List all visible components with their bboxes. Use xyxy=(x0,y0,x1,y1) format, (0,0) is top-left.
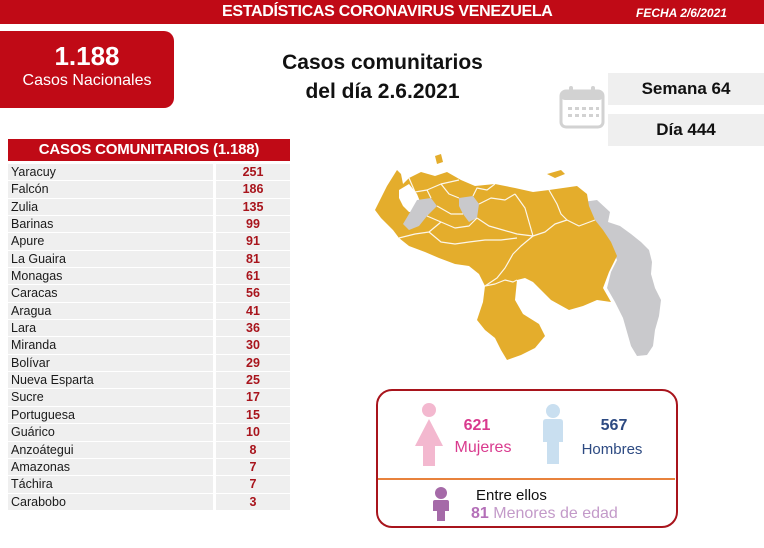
table-row: Nueva Esparta 25 xyxy=(8,372,290,390)
state-cases: 7 xyxy=(216,476,290,494)
state-cases: 81 xyxy=(216,250,290,269)
state-cases: 251 xyxy=(216,164,290,182)
day-counter: Día 444 xyxy=(608,114,764,146)
minors-label: Menores de edad xyxy=(493,505,618,522)
minors-count: 81 xyxy=(471,505,489,522)
table-row: Barinas 99 xyxy=(8,216,290,234)
child-icon xyxy=(433,487,449,521)
national-cases-card: 1.188 Casos Nacionales xyxy=(0,31,174,108)
state-cases: 29 xyxy=(216,354,290,373)
state-name: La Guaira xyxy=(8,250,213,269)
state-name: Portuguesa xyxy=(8,406,213,425)
headline-line-2: del día 2.6.2021 xyxy=(305,80,460,103)
state-cases: 186 xyxy=(216,181,290,199)
table-row: Aragua 41 xyxy=(8,302,290,321)
state-cases: 56 xyxy=(216,285,290,303)
state-name: Nueva Esparta xyxy=(8,372,213,390)
state-name: Lara xyxy=(8,320,213,338)
table-row: Monagas 61 xyxy=(8,268,290,286)
gender-breakdown-card: 621 Mujeres 567 Hombres Entre ellos 81 M… xyxy=(376,389,678,528)
state-cases: 3 xyxy=(216,493,290,511)
male-label: Hombres xyxy=(581,441,643,458)
state-name: Caracas xyxy=(8,285,213,303)
state-name: Barinas xyxy=(8,216,213,234)
state-cases: 135 xyxy=(216,198,290,217)
table-row: Miranda 30 xyxy=(8,337,290,355)
table-row: Lara 36 xyxy=(8,320,290,338)
table-row: Amazonas 7 xyxy=(8,458,290,477)
table-row: Falcón 186 xyxy=(8,181,290,199)
female-icon xyxy=(415,403,443,466)
cases-table-header: CASOS COMUNITARIOS (1.188) xyxy=(8,139,290,161)
table-row: La Guaira 81 xyxy=(8,250,290,269)
report-date: FECHA 2/6/2021 xyxy=(636,6,727,20)
state-name: Zulia xyxy=(8,198,213,217)
state-name: Bolívar xyxy=(8,354,213,373)
table-row: Carabobo 3 xyxy=(8,493,290,511)
state-name: Miranda xyxy=(8,337,213,355)
headline-line-1: Casos comunitarios xyxy=(282,51,483,74)
state-cases: 8 xyxy=(216,441,290,459)
table-row: Guárico 10 xyxy=(8,424,290,442)
state-cases: 15 xyxy=(216,406,290,425)
state-cases: 10 xyxy=(216,424,290,442)
state-cases: 41 xyxy=(216,302,290,321)
state-cases: 17 xyxy=(216,389,290,407)
state-name: Guárico xyxy=(8,424,213,442)
state-name: Falcón xyxy=(8,181,213,199)
table-row: Caracas 56 xyxy=(8,285,290,303)
calendar-icon xyxy=(559,86,605,129)
state-name: Monagas xyxy=(8,268,213,286)
divider xyxy=(378,478,675,480)
state-name: Sucre xyxy=(8,389,213,407)
state-cases: 61 xyxy=(216,268,290,286)
national-cases-label: Casos Nacionales xyxy=(22,72,152,89)
page-title: ESTADÍSTICAS CORONAVIRUS VENEZUELA xyxy=(222,3,553,20)
state-cases: 7 xyxy=(216,458,290,477)
state-cases: 36 xyxy=(216,320,290,338)
minors-line: 81 Menores de edad xyxy=(471,505,618,523)
table-row: Yaracuy 251 xyxy=(8,164,290,182)
table-row: Zulia 135 xyxy=(8,198,290,217)
state-name: Yaracuy xyxy=(8,164,213,182)
state-name: Apure xyxy=(8,233,213,251)
table-row: Apure 91 xyxy=(8,233,290,251)
state-name: Amazonas xyxy=(8,458,213,477)
header-bar: ESTADÍSTICAS CORONAVIRUS VENEZUELA FECHA… xyxy=(0,0,764,24)
among-them-label: Entre ellos xyxy=(476,487,547,504)
female-label: Mujeres xyxy=(454,439,512,456)
state-name: Aragua xyxy=(8,302,213,321)
venezuela-map xyxy=(375,154,661,360)
state-name: Táchira xyxy=(8,476,213,494)
female-count: 621 xyxy=(463,417,491,434)
table-row: Táchira 7 xyxy=(8,476,290,494)
state-cases: 99 xyxy=(216,216,290,234)
table-row: Sucre 17 xyxy=(8,389,290,407)
male-count: 567 xyxy=(600,417,628,434)
table-row: Bolívar 29 xyxy=(8,354,290,373)
table-row: Portuguesa 15 xyxy=(8,406,290,425)
cases-by-state-table: Yaracuy 251 Falcón 186 Zulia 135 Barinas 99 … xyxy=(8,164,290,511)
state-name: Carabobo xyxy=(8,493,213,511)
male-icon xyxy=(543,404,563,464)
table-row: Anzoátegui 8 xyxy=(8,441,290,459)
state-cases: 91 xyxy=(216,233,290,251)
state-name: Anzoátegui xyxy=(8,441,213,459)
state-cases: 25 xyxy=(216,372,290,390)
headline: Casos comunitarios del día 2.6.2021 xyxy=(250,48,515,106)
week-counter: Semana 64 xyxy=(608,73,764,105)
state-cases: 30 xyxy=(216,337,290,355)
national-cases-number: 1.188 xyxy=(54,41,120,71)
